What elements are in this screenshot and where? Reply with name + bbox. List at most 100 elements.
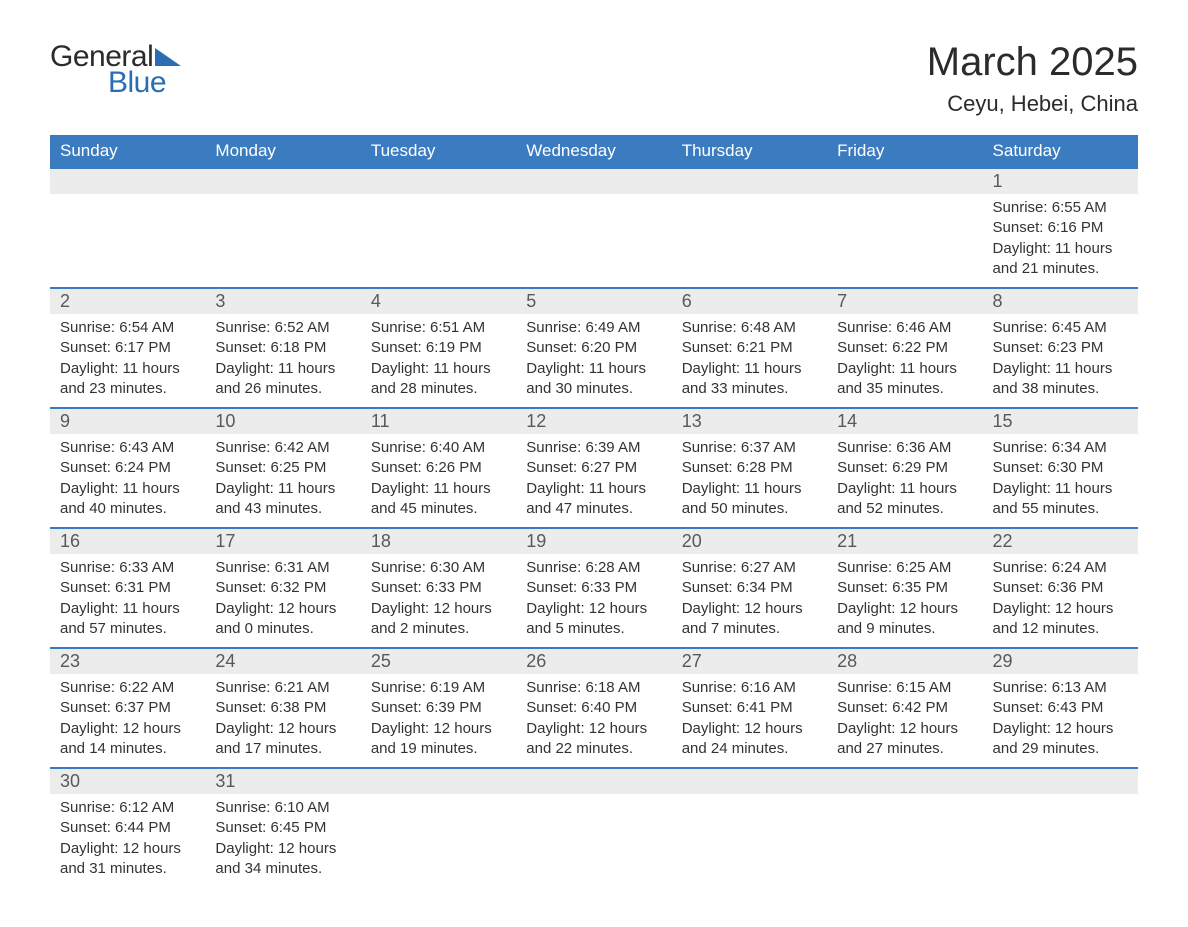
day-details-cell: Sunrise: 6:48 AMSunset: 6:21 PMDaylight:… <box>672 314 827 408</box>
day-details-cell: Sunrise: 6:49 AMSunset: 6:20 PMDaylight:… <box>516 314 671 408</box>
day-number: 26 <box>516 649 671 674</box>
day-number: 22 <box>983 529 1138 554</box>
day-number-cell: 21 <box>827 528 982 554</box>
empty-cell <box>205 194 360 288</box>
details-row: Sunrise: 6:43 AMSunset: 6:24 PMDaylight:… <box>50 434 1138 528</box>
calendar-table: SundayMondayTuesdayWednesdayThursdayFrid… <box>50 135 1138 887</box>
empty-cell <box>516 794 671 887</box>
day-details: Sunrise: 6:30 AMSunset: 6:33 PMDaylight:… <box>371 558 506 639</box>
empty-cell <box>827 768 982 794</box>
day-number-cell: 10 <box>205 408 360 434</box>
day-number: 28 <box>827 649 982 674</box>
header: General Blue March 2025 Ceyu, Hebei, Chi… <box>50 40 1138 117</box>
day-details: Sunrise: 6:49 AMSunset: 6:20 PMDaylight:… <box>526 318 661 399</box>
day-number-cell: 8 <box>983 288 1138 314</box>
day-details-cell: Sunrise: 6:55 AMSunset: 6:16 PMDaylight:… <box>983 194 1138 288</box>
day-number-cell: 19 <box>516 528 671 554</box>
day-number: 4 <box>361 289 516 314</box>
day-details-cell: Sunrise: 6:24 AMSunset: 6:36 PMDaylight:… <box>983 554 1138 648</box>
empty-cell <box>672 168 827 194</box>
day-details-cell: Sunrise: 6:28 AMSunset: 6:33 PMDaylight:… <box>516 554 671 648</box>
day-number: 2 <box>50 289 205 314</box>
day-details-cell: Sunrise: 6:37 AMSunset: 6:28 PMDaylight:… <box>672 434 827 528</box>
day-details-cell: Sunrise: 6:15 AMSunset: 6:42 PMDaylight:… <box>827 674 982 768</box>
day-details-cell: Sunrise: 6:43 AMSunset: 6:24 PMDaylight:… <box>50 434 205 528</box>
month-title: March 2025 <box>927 40 1138 85</box>
day-details: Sunrise: 6:28 AMSunset: 6:33 PMDaylight:… <box>526 558 661 639</box>
day-number-cell: 25 <box>361 648 516 674</box>
day-number-cell: 26 <box>516 648 671 674</box>
day-details-cell: Sunrise: 6:22 AMSunset: 6:37 PMDaylight:… <box>50 674 205 768</box>
empty-cell <box>672 794 827 887</box>
empty-cell <box>205 168 360 194</box>
day-details: Sunrise: 6:43 AMSunset: 6:24 PMDaylight:… <box>60 438 195 519</box>
weekday-header-row: SundayMondayTuesdayWednesdayThursdayFrid… <box>50 135 1138 168</box>
day-details: Sunrise: 6:22 AMSunset: 6:37 PMDaylight:… <box>60 678 195 759</box>
day-details-cell: Sunrise: 6:25 AMSunset: 6:35 PMDaylight:… <box>827 554 982 648</box>
day-details-cell: Sunrise: 6:46 AMSunset: 6:22 PMDaylight:… <box>827 314 982 408</box>
day-details: Sunrise: 6:10 AMSunset: 6:45 PMDaylight:… <box>215 798 350 879</box>
day-details: Sunrise: 6:51 AMSunset: 6:19 PMDaylight:… <box>371 318 506 399</box>
daynum-row: 9101112131415 <box>50 408 1138 434</box>
day-number-cell: 1 <box>983 168 1138 194</box>
empty-cell <box>50 168 205 194</box>
day-details: Sunrise: 6:19 AMSunset: 6:39 PMDaylight:… <box>371 678 506 759</box>
day-details: Sunrise: 6:33 AMSunset: 6:31 PMDaylight:… <box>60 558 195 639</box>
day-details: Sunrise: 6:18 AMSunset: 6:40 PMDaylight:… <box>526 678 661 759</box>
day-details: Sunrise: 6:46 AMSunset: 6:22 PMDaylight:… <box>837 318 972 399</box>
day-details-cell: Sunrise: 6:33 AMSunset: 6:31 PMDaylight:… <box>50 554 205 648</box>
day-number-cell: 22 <box>983 528 1138 554</box>
day-number-cell: 28 <box>827 648 982 674</box>
day-details: Sunrise: 6:48 AMSunset: 6:21 PMDaylight:… <box>682 318 817 399</box>
day-number-cell: 27 <box>672 648 827 674</box>
day-number: 13 <box>672 409 827 434</box>
empty-cell <box>516 168 671 194</box>
day-number-cell: 31 <box>205 768 360 794</box>
day-details: Sunrise: 6:55 AMSunset: 6:16 PMDaylight:… <box>993 198 1128 279</box>
day-details: Sunrise: 6:54 AMSunset: 6:17 PMDaylight:… <box>60 318 195 399</box>
day-details-cell: Sunrise: 6:13 AMSunset: 6:43 PMDaylight:… <box>983 674 1138 768</box>
details-row: Sunrise: 6:54 AMSunset: 6:17 PMDaylight:… <box>50 314 1138 408</box>
location-text: Ceyu, Hebei, China <box>927 91 1138 117</box>
logo-triangle-icon <box>155 48 181 66</box>
day-details: Sunrise: 6:13 AMSunset: 6:43 PMDaylight:… <box>993 678 1128 759</box>
day-number: 19 <box>516 529 671 554</box>
day-number: 25 <box>361 649 516 674</box>
day-number-cell: 17 <box>205 528 360 554</box>
day-number: 17 <box>205 529 360 554</box>
day-details-cell: Sunrise: 6:21 AMSunset: 6:38 PMDaylight:… <box>205 674 360 768</box>
empty-cell <box>827 794 982 887</box>
day-details: Sunrise: 6:45 AMSunset: 6:23 PMDaylight:… <box>993 318 1128 399</box>
day-details-cell: Sunrise: 6:12 AMSunset: 6:44 PMDaylight:… <box>50 794 205 887</box>
day-details: Sunrise: 6:34 AMSunset: 6:30 PMDaylight:… <box>993 438 1128 519</box>
day-details-cell: Sunrise: 6:10 AMSunset: 6:45 PMDaylight:… <box>205 794 360 887</box>
details-row: Sunrise: 6:55 AMSunset: 6:16 PMDaylight:… <box>50 194 1138 288</box>
day-number-cell: 5 <box>516 288 671 314</box>
day-number-cell: 29 <box>983 648 1138 674</box>
empty-cell <box>827 168 982 194</box>
day-number: 31 <box>205 769 360 794</box>
day-number-cell: 15 <box>983 408 1138 434</box>
day-number-cell: 14 <box>827 408 982 434</box>
day-number: 30 <box>50 769 205 794</box>
weekday-header: Saturday <box>983 135 1138 168</box>
weekday-header: Friday <box>827 135 982 168</box>
day-number: 18 <box>361 529 516 554</box>
empty-cell <box>672 194 827 288</box>
day-details: Sunrise: 6:21 AMSunset: 6:38 PMDaylight:… <box>215 678 350 759</box>
day-details: Sunrise: 6:16 AMSunset: 6:41 PMDaylight:… <box>682 678 817 759</box>
day-number-cell: 7 <box>827 288 982 314</box>
day-number: 8 <box>983 289 1138 314</box>
day-details-cell: Sunrise: 6:39 AMSunset: 6:27 PMDaylight:… <box>516 434 671 528</box>
logo: General Blue <box>50 40 181 100</box>
day-details-cell: Sunrise: 6:52 AMSunset: 6:18 PMDaylight:… <box>205 314 360 408</box>
day-details: Sunrise: 6:36 AMSunset: 6:29 PMDaylight:… <box>837 438 972 519</box>
day-details: Sunrise: 6:52 AMSunset: 6:18 PMDaylight:… <box>215 318 350 399</box>
empty-cell <box>361 168 516 194</box>
day-number: 5 <box>516 289 671 314</box>
day-details: Sunrise: 6:31 AMSunset: 6:32 PMDaylight:… <box>215 558 350 639</box>
day-details-cell: Sunrise: 6:34 AMSunset: 6:30 PMDaylight:… <box>983 434 1138 528</box>
day-number: 29 <box>983 649 1138 674</box>
day-details: Sunrise: 6:40 AMSunset: 6:26 PMDaylight:… <box>371 438 506 519</box>
day-number-cell: 30 <box>50 768 205 794</box>
